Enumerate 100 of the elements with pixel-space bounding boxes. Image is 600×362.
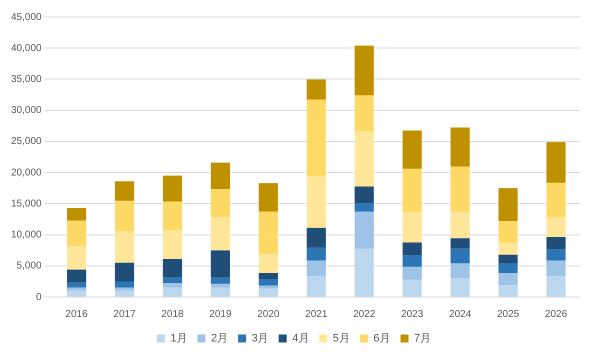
legend-label: 5月	[332, 332, 350, 345]
x-tick-label: 2019	[209, 308, 232, 320]
x-tick-label: 2022	[353, 308, 376, 320]
bar	[450, 238, 470, 249]
bar	[114, 288, 134, 291]
bar	[402, 266, 422, 280]
bar	[114, 290, 134, 296]
bar	[306, 80, 326, 100]
x-tick-label: 2016	[65, 308, 88, 320]
bar	[546, 249, 566, 261]
y-tick-label: 45,000	[10, 12, 42, 23]
bar	[66, 270, 86, 283]
bar	[546, 182, 566, 218]
bar	[66, 220, 86, 246]
bar	[210, 278, 230, 284]
bar	[162, 259, 182, 278]
legend-label: 1月	[170, 332, 188, 345]
bar	[258, 278, 278, 286]
bar	[258, 183, 278, 212]
bar	[498, 273, 518, 286]
bar	[306, 260, 326, 276]
bar	[114, 181, 134, 201]
legend-label: 4月	[292, 332, 310, 345]
bar	[258, 273, 278, 279]
y-tick-label: 15,000	[10, 198, 42, 210]
bar	[354, 46, 374, 96]
bar	[258, 288, 278, 296]
bar	[306, 99, 326, 176]
bar	[546, 260, 566, 276]
bar	[66, 290, 86, 296]
bar	[306, 228, 326, 248]
bar	[114, 262, 134, 282]
bar	[402, 212, 422, 243]
bar	[306, 176, 326, 228]
bar	[354, 95, 374, 132]
y-tick-label: 30,000	[10, 105, 42, 116]
x-tick-label: 2021	[305, 308, 328, 320]
x-tick-label: 2025	[496, 308, 520, 320]
bar	[114, 281, 134, 288]
bar	[306, 276, 326, 296]
bar	[306, 248, 326, 261]
bar	[546, 142, 566, 183]
bar	[258, 211, 278, 254]
bar	[162, 201, 182, 230]
bar	[162, 288, 182, 296]
bar	[498, 188, 518, 222]
bar	[210, 250, 230, 278]
bar	[210, 284, 230, 288]
bar	[210, 288, 230, 296]
bar	[210, 189, 230, 218]
x-tick-label: 2026	[544, 308, 568, 320]
bar	[258, 254, 278, 274]
legend-label: 2月	[210, 332, 228, 345]
y-tick-label: 20,000	[10, 167, 42, 178]
bar	[402, 168, 422, 212]
x-tick-label: 2024	[449, 308, 472, 320]
bar	[66, 208, 86, 220]
y-tick-label: 5,000	[16, 260, 42, 272]
x-tick-label: 2017	[113, 308, 136, 320]
bar	[258, 285, 278, 289]
bar	[546, 236, 566, 250]
x-tick-label: 2018	[161, 308, 184, 320]
legend-label: 6月	[373, 332, 391, 345]
bar	[546, 218, 566, 237]
bar	[66, 246, 86, 270]
bar	[162, 278, 182, 283]
y-tick-label: 25,000	[10, 136, 42, 148]
bar	[450, 263, 470, 278]
x-tick-label: 2020	[257, 308, 280, 320]
bar	[498, 254, 518, 264]
bar	[450, 127, 470, 167]
bar	[498, 242, 518, 255]
legend-label: 7月	[414, 332, 432, 345]
bar	[546, 276, 566, 296]
bar	[402, 242, 422, 255]
bar	[66, 288, 86, 291]
bar	[450, 248, 470, 264]
bar	[354, 203, 374, 212]
y-tick-label: 0	[36, 292, 42, 303]
bar	[450, 278, 470, 296]
bar	[354, 131, 374, 187]
y-tick-label: 10,000	[10, 230, 42, 241]
bar	[114, 231, 134, 263]
y-tick-label: 40,000	[10, 42, 42, 54]
bar	[354, 248, 374, 296]
bar	[210, 217, 230, 250]
legend-label: 3月	[252, 332, 269, 345]
bar	[498, 264, 518, 274]
bar	[66, 282, 86, 288]
bar	[498, 285, 518, 296]
bar	[450, 166, 470, 212]
bar	[162, 230, 182, 260]
bar	[210, 162, 230, 190]
bar	[114, 200, 134, 232]
y-tick-label: 35,000	[10, 74, 42, 85]
bar	[402, 255, 422, 267]
bar	[162, 283, 182, 288]
bar	[354, 186, 374, 204]
bar	[402, 280, 422, 296]
bar	[162, 176, 182, 202]
